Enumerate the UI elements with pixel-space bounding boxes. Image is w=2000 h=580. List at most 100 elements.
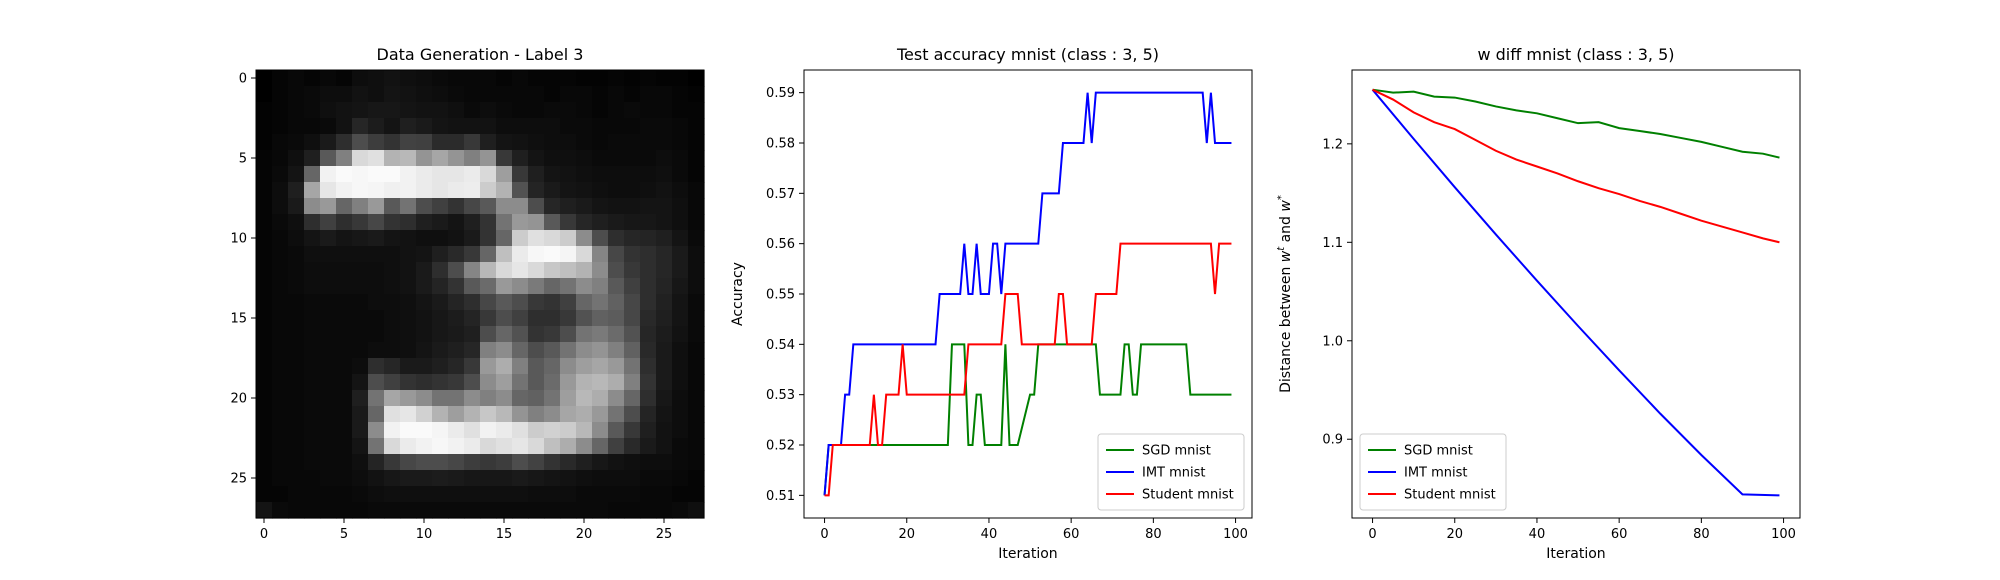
heatmap-cell: [400, 454, 417, 471]
heatmap-cell: [480, 486, 497, 503]
heatmap-cell: [640, 454, 657, 471]
heatmap-cell: [496, 150, 513, 167]
heatmap-cell: [464, 166, 481, 183]
y-tick-label: 0.53: [766, 388, 795, 403]
heatmap-cell: [272, 182, 289, 199]
heatmap-cell: [496, 198, 513, 215]
heatmap-cell: [688, 118, 705, 135]
heatmap-cell: [512, 358, 529, 375]
heatmap-cell: [640, 406, 657, 423]
heatmap-cell: [640, 134, 657, 151]
heatmap-cell: [336, 454, 353, 471]
heatmap-cell: [640, 278, 657, 295]
heatmap-cell: [304, 438, 321, 455]
heatmap-cell: [416, 486, 433, 503]
heatmap-cell: [544, 150, 561, 167]
heatmap-cell: [608, 70, 625, 87]
heatmap-cell: [512, 182, 529, 199]
heatmap-cell: [576, 278, 593, 295]
heatmap-cell: [528, 246, 545, 263]
y-tick-label: 0: [239, 72, 247, 87]
heatmap-cell: [256, 198, 273, 215]
heatmap-cell: [608, 246, 625, 263]
heatmap-cell: [416, 342, 433, 359]
heatmap-cell: [544, 342, 561, 359]
heatmap-cell: [432, 486, 449, 503]
heatmap-cell: [528, 102, 545, 119]
heatmap-cell: [640, 358, 657, 375]
heatmap-cell: [528, 406, 545, 423]
heatmap-cell: [432, 198, 449, 215]
heatmap-cell: [464, 294, 481, 311]
heatmap-cell: [592, 262, 609, 279]
heatmap-cell: [256, 214, 273, 231]
heatmap-cell: [352, 70, 369, 87]
heatmap-cell: [352, 310, 369, 327]
heatmap-cell: [672, 166, 689, 183]
heatmap-cell: [592, 438, 609, 455]
wdiff-frame: [1351, 69, 1801, 519]
wdiff-panel: w diff mnist (class : 3, 5) Iteration Di…: [1276, 45, 1801, 562]
heatmap-cell: [640, 390, 657, 407]
series-line-sgd-mnist: [823, 343, 1232, 496]
heatmap-cell: [448, 102, 465, 119]
heatmap-cell: [688, 230, 705, 247]
heatmap-cell: [464, 278, 481, 295]
heatmap-cell: [416, 310, 433, 327]
heatmap-cell: [352, 390, 369, 407]
heatmap-cell: [656, 294, 673, 311]
heatmap-x-ticks: 0 5 10 15 20 25: [260, 518, 672, 542]
heatmap-cell: [688, 342, 705, 359]
heatmap-cell: [416, 166, 433, 183]
heatmap-cell: [384, 454, 401, 471]
heatmap-cell: [320, 118, 337, 135]
heatmap-cell: [432, 70, 449, 87]
heatmap-cell: [480, 262, 497, 279]
heatmap-cell: [336, 182, 353, 199]
heatmap-cell: [576, 310, 593, 327]
heatmap-cell: [672, 262, 689, 279]
heatmap-cell: [592, 390, 609, 407]
heatmap-cell: [352, 374, 369, 391]
accuracy-x-label: Iteration: [998, 546, 1057, 562]
heatmap-cell: [592, 310, 609, 327]
series-line-imt-mnist: [823, 91, 1232, 496]
heatmap-cell: [672, 118, 689, 135]
heatmap-cell: [384, 214, 401, 231]
heatmap-cell: [384, 326, 401, 343]
heatmap-cell: [320, 326, 337, 343]
heatmap-cell: [288, 150, 305, 167]
heatmap-cell: [368, 134, 385, 151]
heatmap-cell: [368, 390, 385, 407]
heatmap-cell: [400, 310, 417, 327]
heatmap-cell: [448, 278, 465, 295]
heatmap-cell: [336, 230, 353, 247]
heatmap-cell: [608, 278, 625, 295]
heatmap-cell: [288, 502, 305, 519]
heatmap-cell: [480, 294, 497, 311]
heatmap-cell: [480, 166, 497, 183]
heatmap-cell: [384, 118, 401, 135]
heatmap-cell: [608, 166, 625, 183]
heatmap-cell: [304, 422, 321, 439]
heatmap-cell: [416, 406, 433, 423]
heatmap-cell: [464, 86, 481, 103]
heatmap-cell: [448, 230, 465, 247]
heatmap-cell: [272, 326, 289, 343]
heatmap-cell: [384, 166, 401, 183]
heatmap-cell: [352, 470, 369, 487]
heatmap-cell: [656, 182, 673, 199]
heatmap-cell: [512, 262, 529, 279]
heatmap-cell: [576, 422, 593, 439]
heatmap-cell: [352, 502, 369, 519]
heatmap-cell: [624, 406, 641, 423]
heatmap-cell: [480, 342, 497, 359]
x-tick-label: 20: [576, 527, 593, 542]
y-tick-label: 0.55: [766, 288, 795, 303]
heatmap-cell: [688, 486, 705, 503]
heatmap-cell: [496, 262, 513, 279]
heatmap-cell: [272, 118, 289, 135]
heatmap-cell: [256, 502, 273, 519]
heatmap-cell: [608, 294, 625, 311]
heatmap-cell: [384, 102, 401, 119]
